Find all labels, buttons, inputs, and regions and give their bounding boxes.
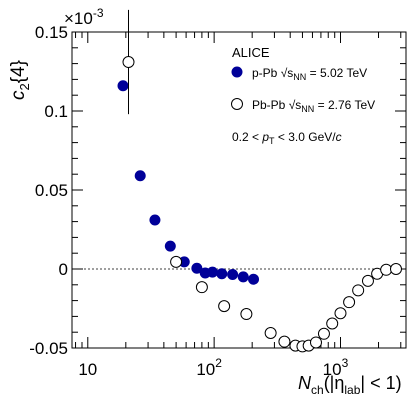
data-point-pb-pb [389, 263, 402, 275]
legend-pbpb-name: Pb-Pb [252, 98, 286, 112]
data-point-pb-pb [264, 326, 277, 339]
x-axis-ticks: 10 102 103 [75, 32, 402, 379]
data-point-p-pb [149, 214, 161, 226]
cut-sub: T [269, 136, 275, 146]
data-point-p-pb [237, 271, 249, 283]
legend-ppb-name: p-Pb [252, 66, 278, 80]
data-point-pb-pb [218, 300, 231, 313]
x-tick-label: 102 [196, 356, 222, 379]
data-point-pb-pb [170, 255, 183, 268]
x-tick-label: 10 [78, 360, 97, 379]
y-tick-label: 0.15 [35, 23, 68, 42]
y-axis-ticks: 0.15 0.1 0.05 0 -0.05 [29, 23, 406, 358]
data-point-pb-pb [278, 335, 291, 348]
cut-post: < 3.0 GeV/ [275, 130, 337, 144]
x-label-main: N [298, 373, 312, 393]
data-point-pb-pb [352, 284, 365, 297]
data-point-p-pb [216, 268, 228, 280]
x-label-rest-sub: lab [344, 383, 360, 397]
y-label-main: c [8, 90, 29, 100]
legend-pbpb-energy-value: = 2.76 TeV [314, 98, 375, 112]
series-pb-pb [122, 9, 402, 353]
data-point-pb-pb [326, 317, 339, 330]
data-point-pb-pb [240, 308, 253, 321]
x-label-rest-a: (|η [324, 373, 345, 393]
series-p-pb [117, 80, 260, 285]
legend-entry-ppb: p-Pb √sNN = 5.02 TeV [252, 66, 367, 82]
legend-ppb-energy-sub: NN [293, 72, 306, 82]
legend-pbpb-energy-sub: NN [301, 104, 314, 114]
legend-ppb-energy-value: = 5.02 TeV [306, 66, 367, 80]
cut-p: p [261, 130, 269, 144]
y-tick-label: -0.05 [29, 339, 68, 358]
y-tick-label: 0.1 [44, 102, 68, 121]
y-tick-label: 0.05 [35, 181, 68, 200]
legend-pbpb-energy-prefix: √s [289, 98, 302, 112]
experiment-label: ALICE [232, 45, 270, 60]
x-label-sub: ch [311, 383, 324, 397]
legend-marker-ppb [231, 66, 243, 78]
data-point-pb-pb [380, 263, 393, 276]
y-axis-label: c2{4} [8, 60, 32, 100]
data-point-pb-pb [309, 336, 322, 349]
legend-entry-pbpb: Pb-Pb √sNN = 2.76 TeV [252, 98, 375, 114]
x-tick-label: 103 [323, 356, 349, 379]
y-label-sub: 2 [17, 83, 32, 90]
y-tick-label: 0 [59, 260, 68, 279]
data-point-p-pb [248, 273, 260, 285]
x-axis-label: Nch(|ηlab| < 1) [298, 373, 402, 397]
data-point-p-pb [117, 80, 129, 92]
cut-c: c [336, 130, 342, 144]
data-point-pb-pb [317, 327, 330, 340]
legend-marker-pbpb [231, 98, 243, 110]
data-point-pb-pb [343, 296, 356, 309]
y-axis-multiplier: ×10-3 [64, 6, 104, 28]
data-point-pb-pb [122, 56, 135, 69]
data-point-p-pb [134, 170, 146, 182]
data-point-pb-pb [195, 281, 208, 294]
data-point-pb-pb [334, 307, 347, 320]
y-multiplier-base: ×10 [64, 9, 93, 28]
data-point-p-pb [206, 266, 218, 278]
legend-ppb-energy-prefix: √s [281, 66, 294, 80]
data-point-p-pb [191, 262, 203, 274]
cut-pre: 0.2 < [232, 130, 262, 144]
data-point-pb-pb [361, 274, 374, 287]
y-label-braced: {4} [8, 60, 29, 83]
data-point-p-pb [164, 240, 176, 252]
data-series [117, 9, 402, 353]
y-multiplier-exponent: -3 [93, 6, 104, 20]
kinematic-cut-label: 0.2 < pT < 3.0 GeV/c [232, 130, 342, 146]
x-label-rest-b: | < 1) [360, 373, 401, 393]
data-point-p-pb [227, 269, 239, 281]
legend: ALICE p-Pb √sNN = 5.02 TeV Pb-Pb √sNN = … [231, 45, 375, 146]
